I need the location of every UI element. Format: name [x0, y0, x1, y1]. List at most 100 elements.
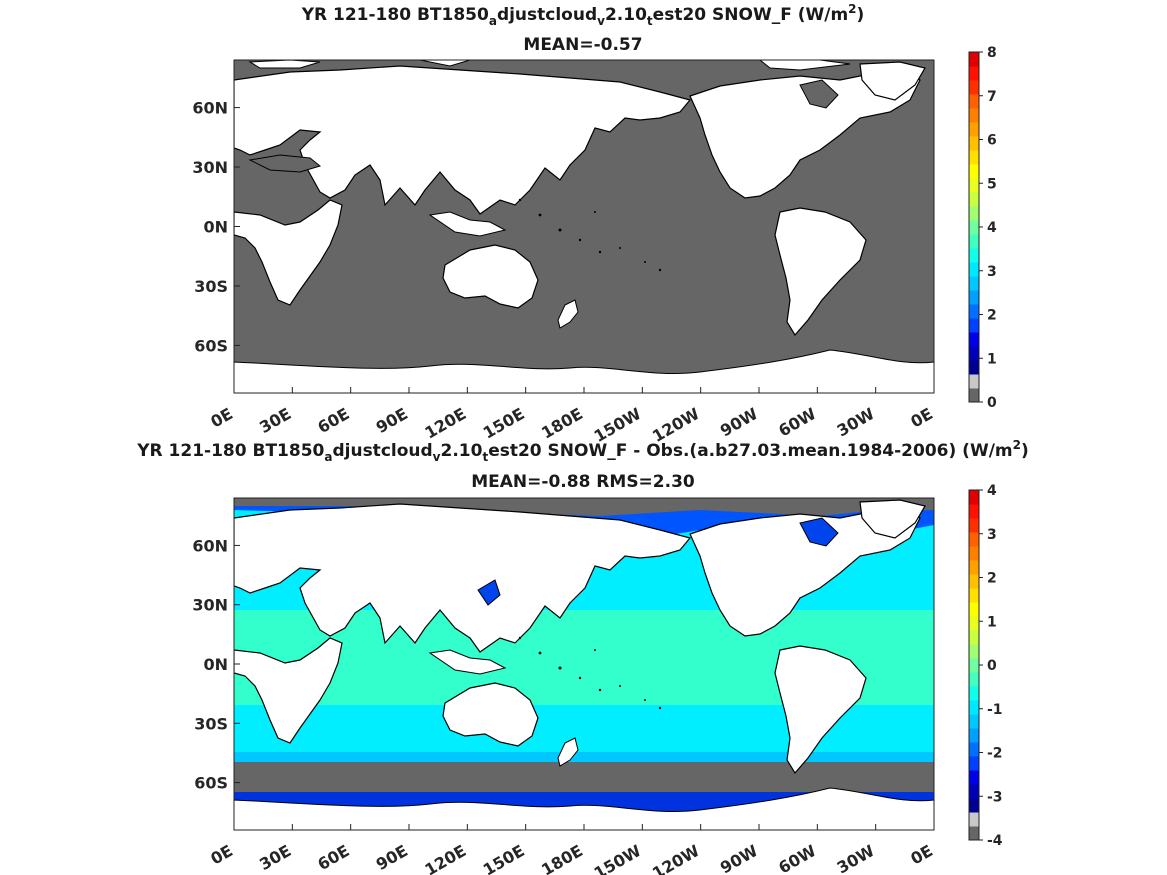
indonesia	[428, 211, 507, 237]
north-america	[689, 69, 921, 199]
hudson-bay-2	[799, 517, 839, 547]
colorbar-tick-label: 7	[987, 89, 997, 105]
map-1	[234, 60, 934, 393]
colorbar-tick-label: 1	[987, 351, 997, 367]
colorbar-swatch	[969, 798, 979, 813]
colorbar-tick-label: 8	[987, 45, 997, 61]
colorbar-tick-label: 3	[987, 264, 997, 280]
colorbar-swatch	[969, 770, 979, 785]
x-tick-label: 120W	[649, 404, 703, 446]
antarctica	[234, 349, 934, 393]
colorbar-swatch	[969, 784, 979, 799]
colorbar-swatch	[969, 290, 979, 305]
x-tick-label: 90E	[373, 841, 411, 874]
colorbar-swatch	[969, 80, 979, 95]
colorbar-swatch	[969, 490, 979, 505]
panel-2-colorbar: 4 3 2 1 0 -1 -2 -3 -4	[968, 483, 1003, 849]
mediterranean	[248, 154, 322, 173]
colorbar-swatch	[969, 276, 979, 291]
x-tick-label: 60W	[775, 404, 819, 441]
colorbar-swatch	[969, 52, 979, 67]
map-2	[234, 498, 934, 830]
south-america	[774, 207, 867, 337]
colorbar-swatch	[969, 374, 979, 389]
north-america-2	[689, 507, 921, 637]
colorbar-tick-label: 0	[987, 395, 997, 411]
x-tick-label: 0E	[207, 404, 236, 431]
colorbar-swatch	[969, 518, 979, 533]
colorbar-tick-label: -4	[987, 833, 1003, 849]
colorbar-swatch	[969, 616, 979, 631]
colorbar-swatch	[969, 756, 979, 771]
colorbar-tick-label: -3	[987, 789, 1003, 805]
y-tick-label: 0N	[203, 218, 228, 237]
colorbar-swatch	[969, 94, 979, 109]
x-tick-label: 150E	[480, 404, 528, 443]
panel-1-title: YR 121-180 BT1850adjustcloudv2.10test20 …	[301, 2, 865, 28]
colorbar-tick-label: -2	[987, 746, 1003, 762]
y-tick-label: 60N	[192, 536, 228, 555]
colorbar-swatch	[969, 812, 979, 827]
colorbar-swatch	[969, 826, 979, 841]
colorbar-swatch	[969, 66, 979, 81]
colorbar-swatch	[969, 728, 979, 743]
y-tick-label: 30S	[194, 277, 228, 296]
colorbar-tick-label: 4	[987, 220, 997, 236]
x-tick-label: 60E	[314, 404, 352, 437]
colorbar-swatch	[969, 630, 979, 645]
colorbar-swatch	[969, 248, 979, 263]
colorbar-swatch	[969, 122, 979, 137]
x-tick-label: 90W	[717, 841, 761, 875]
colorbar-swatch	[969, 192, 979, 207]
panel-1-y-ticks: 60N 30N 0N 30S 60S	[192, 99, 240, 355]
colorbar-swatch	[969, 318, 979, 333]
africa	[234, 199, 343, 306]
x-tick-label: 60W	[775, 841, 819, 875]
colorbar-swatch	[969, 644, 979, 659]
panel-1: YR 121-180 BT1850adjustcloudv2.10test20 …	[192, 2, 997, 446]
australia	[442, 244, 539, 309]
y-tick-label: 60S	[194, 336, 228, 355]
colorbar-swatch	[969, 164, 979, 179]
colorbar-swatch	[969, 714, 979, 729]
colorbar-swatch	[969, 602, 979, 617]
x-tick-label: 90E	[373, 404, 411, 437]
x-tick-label: 30W	[834, 841, 878, 875]
greenland-2	[859, 499, 926, 539]
y-tick-label: 60S	[194, 774, 228, 793]
x-tick-label: 150W	[591, 404, 645, 446]
panel-2-x-ticks: 0E 30E 60E 90E 120E 150E 180E 150W 120W 90W 60W 30W…	[207, 824, 936, 875]
colorbar-swatch	[969, 150, 979, 165]
colorbar-swatch	[969, 220, 979, 235]
colorbar-tick-label: 2	[987, 571, 997, 587]
colorbar-swatch	[969, 588, 979, 603]
y-tick-label: 30N	[192, 596, 228, 615]
y-tick-label: 30S	[194, 714, 228, 733]
panel-2-y-ticks: 60N 30N 0N 30S 60S	[192, 536, 240, 793]
colorbar-tick-label: 2	[987, 308, 997, 324]
colorbar-swatch	[969, 574, 979, 589]
x-tick-label: 120W	[649, 841, 703, 875]
x-tick-label: 30E	[256, 841, 294, 874]
colorbar-swatch	[969, 388, 979, 403]
new-zealand-2	[557, 737, 579, 767]
colorbar-swatch	[969, 742, 979, 757]
x-tick-label: 120E	[421, 841, 469, 875]
south-america-2	[774, 645, 867, 775]
africa-2	[234, 637, 343, 744]
colorbar-swatch	[969, 136, 979, 151]
colorbar-swatch	[969, 686, 979, 701]
pacific-islands	[518, 198, 662, 272]
colorbar-swatch	[969, 332, 979, 347]
southern-band	[234, 762, 934, 792]
colorbar-swatch	[969, 108, 979, 123]
colorbar-swatch	[969, 546, 979, 561]
x-tick-label: 0E	[907, 404, 936, 431]
x-tick-label: 0E	[207, 841, 236, 868]
colorbar-swatch	[969, 360, 979, 375]
x-tick-label: 30E	[256, 404, 294, 437]
colorbar-tick-label: 6	[987, 133, 997, 149]
colorbar-swatch	[969, 234, 979, 249]
antarctica-2	[234, 787, 934, 830]
